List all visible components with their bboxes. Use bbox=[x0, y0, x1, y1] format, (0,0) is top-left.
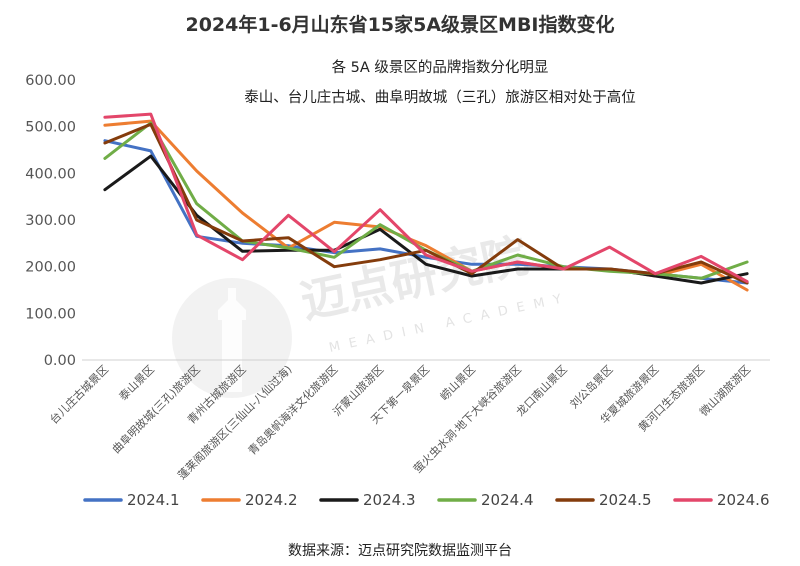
legend-label-5: 2024.6 bbox=[717, 491, 770, 509]
y-tick-label: 600.00 bbox=[25, 73, 76, 89]
legend: 2024.1 2024.2 2024.3 2024.4 2024.5 2024.6 bbox=[83, 491, 770, 509]
y-tick-label: 300.00 bbox=[25, 213, 76, 229]
y-tick-label: 100.00 bbox=[25, 306, 76, 322]
legend-label-2: 2024.3 bbox=[363, 491, 416, 509]
x-axis-ticks: 台儿庄古城景区 泰山景区曲阜明故城(三孔)旅游区青州古城旅游区蓬莱阁旅游区(三仙山… bbox=[47, 362, 753, 482]
y-tick-label: 500.00 bbox=[25, 120, 76, 136]
x-tick-label: 曲阜明故城(三孔)旅游区 bbox=[109, 362, 203, 456]
annotation-line-2: 泰山、台儿庄古城、曲阜明故城（三孔）旅游区相对处于高位 bbox=[244, 88, 636, 106]
x-tick-label: 台儿庄古城景区 bbox=[47, 362, 111, 426]
series-lines bbox=[103, 112, 749, 292]
legend-label-0: 2024.1 bbox=[127, 491, 180, 509]
annotation-line-1: 各 5A 级景区的品牌指数分化明显 bbox=[332, 59, 549, 76]
y-tick-label: 400.00 bbox=[25, 166, 76, 182]
legend-label-1: 2024.2 bbox=[245, 491, 298, 509]
series-line-5 bbox=[103, 112, 749, 284]
x-tick-label: 刘公岛景区 bbox=[567, 362, 616, 411]
y-tick-label: 200.00 bbox=[25, 260, 76, 276]
series-line-4 bbox=[103, 122, 749, 285]
source-note: 数据来源：迈点研究院数据监测平台 bbox=[288, 543, 512, 559]
legend-label-3: 2024.4 bbox=[481, 491, 534, 509]
legend-label-4: 2024.5 bbox=[599, 491, 652, 509]
x-tick-label: 崂山景区 bbox=[438, 363, 478, 403]
chart-title: 2024年1-6月山东省15家5A级景区MBI指数变化 bbox=[185, 13, 614, 36]
watermark-logo-tower-icon bbox=[218, 288, 246, 392]
x-tick-label: 泰山景区 bbox=[116, 362, 157, 403]
y-axis-ticks: 0.00 100.00 200.00 300.00 400.00 500.00 600.00 bbox=[25, 73, 76, 369]
y-tick-label: 0.00 bbox=[44, 353, 76, 369]
